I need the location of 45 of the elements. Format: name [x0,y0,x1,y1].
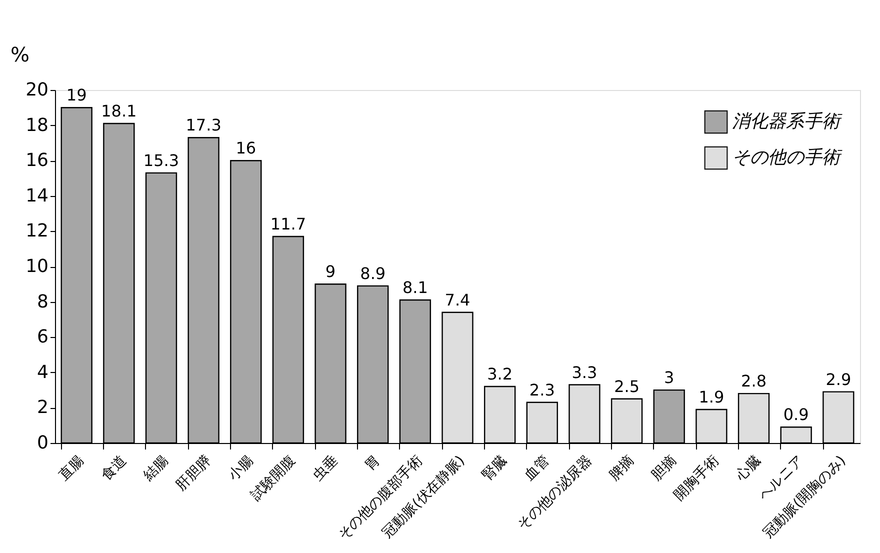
x-tick-label: 肝胆膵 [173,452,214,494]
x-tick-label: 直腸 [56,452,88,484]
data-label: 3.3 [572,362,598,382]
y-tick-label: 14 [26,185,48,206]
data-label: 17.3 [186,116,222,135]
y-tick-label: 18 [26,114,48,136]
x-tick-label: 結腸 [140,452,172,485]
legend-label: その他の手術 [732,147,843,168]
y-tick-label: 12 [26,220,48,242]
data-label: 16 [236,138,256,158]
x-tick-label: 食道 [98,452,130,484]
y-tick-label: 16 [26,150,48,172]
data-label: 3 [664,368,674,388]
y-tick-label: 6 [37,326,48,348]
y-tick-label: 0 [37,432,48,454]
x-tick-label: 血管 [522,452,553,484]
data-label: 9 [325,262,336,282]
x-tick-label: 胃 [362,452,384,474]
x-tick-label: 胆摘 [648,452,680,484]
x-tick-label: 虫垂 [310,452,342,484]
data-label: 2.3 [529,380,555,400]
data-label: 2.8 [741,372,766,391]
y-tick-label: 10 [26,256,48,277]
y-tick-label: 20 [26,80,48,100]
data-label: 8.1 [402,278,428,298]
data-label: 7.4 [444,290,470,310]
y-tick-label: 2 [37,397,48,418]
data-label: 15.3 [143,150,180,170]
y-axis-title: % [10,42,30,66]
data-label: 0.9 [783,405,809,424]
data-label: 19 [66,86,87,105]
data-label: 1.9 [698,387,724,406]
x-tick-label: 小腸 [225,452,256,484]
x-tick-label: 心臓 [732,452,764,485]
data-label: 8.9 [360,264,386,283]
data-label: 18.1 [101,102,137,121]
data-label: 3.2 [487,364,513,384]
x-tick-label: 脾摘 [606,452,638,484]
data-label: 11.7 [270,214,306,234]
y-tick-label: 8 [37,291,48,312]
data-label: 2.9 [826,370,852,389]
y-tick-label: 4 [37,362,48,383]
x-tick-label: 腎臓 [479,452,510,484]
data-label: 2.5 [614,376,640,396]
legend-label: 消化器系手術 [732,111,843,132]
